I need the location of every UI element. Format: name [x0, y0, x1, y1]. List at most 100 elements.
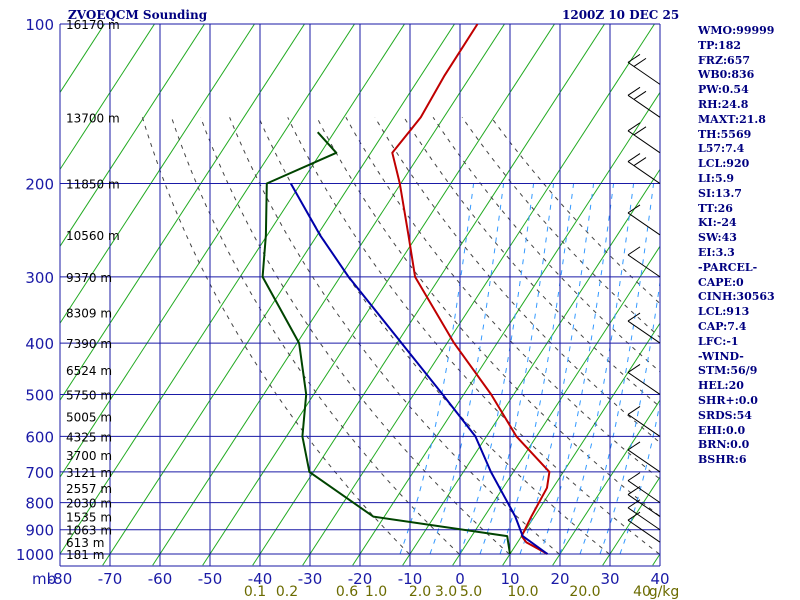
- height-label: 1063 m: [66, 524, 112, 538]
- x-tick-label: -50: [198, 570, 223, 588]
- wind-barb: [627, 406, 661, 437]
- stat-item: BRN:0.0: [698, 438, 750, 452]
- temperature-line: [391, 24, 551, 555]
- wind-barb: [627, 312, 661, 344]
- x-tick-label: 30: [600, 570, 619, 588]
- x-tick-label: -40: [248, 570, 273, 588]
- stat-item: TT:26: [698, 201, 733, 215]
- stat-item: SW:43: [698, 231, 737, 245]
- x-tick-label: -10: [398, 570, 423, 588]
- stat-item: CAP:7.4: [698, 319, 747, 333]
- dry-adiabat: [374, 117, 660, 444]
- stat-item: SRDS:54: [698, 408, 752, 422]
- height-label: 11850 m: [66, 178, 120, 192]
- isotherm-line: [502, 322, 660, 566]
- wind-barb: [627, 441, 661, 473]
- isotherm-line: [60, 24, 206, 248]
- isotherm-line: [552, 399, 660, 566]
- isotherm-line: [152, 24, 506, 566]
- stat-item: -PARCEL-: [698, 260, 758, 274]
- stat-item: WMO:99999: [698, 24, 775, 37]
- isotherm-line: [60, 24, 256, 325]
- wind-barb: [627, 364, 661, 395]
- height-label: 8309 m: [66, 306, 112, 320]
- stat-item: RH:24.8: [698, 97, 749, 111]
- stat-item: FRZ:657: [698, 53, 751, 67]
- stat-item: L57:7.4: [698, 142, 745, 156]
- wind-barb: [627, 499, 661, 531]
- height-label: 2557 m: [66, 482, 112, 496]
- height-label: 10560 m: [66, 229, 120, 243]
- y-tick-label: 1000: [16, 546, 54, 564]
- height-label: 181 m: [66, 548, 104, 562]
- stat-item: CINH:30563: [698, 290, 775, 304]
- height-label: 3700 m: [66, 449, 112, 463]
- height-label: 6524 m: [66, 364, 112, 378]
- wind-barb: [627, 204, 661, 236]
- isotherm-line: [60, 24, 406, 555]
- dry-adiabat: [229, 117, 560, 555]
- height-label: 13700 m: [66, 111, 120, 125]
- stat-item: LCL:920: [698, 157, 750, 171]
- isotherm-line: [402, 168, 660, 566]
- y-tick-label: 700: [25, 464, 54, 482]
- stat-item: PW:0.54: [698, 83, 749, 97]
- stat-item: KI:-24: [698, 216, 737, 230]
- isotherm-line: [60, 24, 156, 171]
- mixing-ratio-label: 3.0: [435, 584, 457, 600]
- stat-item: STM:56/9: [698, 364, 758, 378]
- x-tick-label: -80: [48, 570, 73, 588]
- mixing-ratio-label: 1.0: [365, 584, 387, 600]
- x-tick-label: 0: [455, 570, 465, 588]
- y-tick-label: 600: [25, 428, 54, 446]
- x-tick-label: -20: [348, 570, 373, 588]
- height-label: 16170 m: [66, 18, 120, 32]
- dry-adiabat: [200, 117, 510, 555]
- stat-item: EI:3.3: [698, 245, 735, 259]
- mixing-ratio-label: 0.2: [276, 584, 298, 600]
- stat-item: SHR+:0.0: [698, 393, 758, 407]
- mixing-ratio-label: 10.0: [507, 584, 538, 600]
- isotherm-line: [202, 24, 556, 566]
- mixing-ratio-label: 0.1: [244, 584, 266, 600]
- isotherm-line: [352, 91, 660, 566]
- dewpoint-line: [261, 131, 511, 555]
- isotherm-line: [252, 24, 606, 566]
- stat-item: -WIND-: [698, 349, 744, 363]
- stat-item: SI:13.7: [698, 186, 742, 200]
- wind-barb: [627, 122, 661, 154]
- wind-barb: [627, 246, 661, 278]
- stat-item: CAPE:0: [698, 275, 744, 289]
- height-label: 9370 m: [66, 271, 112, 285]
- wind-barb: [627, 153, 661, 184]
- isotherm-line: [60, 24, 356, 478]
- stat-item: TP:182: [698, 38, 742, 52]
- stat-item: BSHR:6: [698, 453, 747, 467]
- x-tick-label: 10: [500, 570, 519, 588]
- stat-item: HEL:20: [698, 379, 744, 393]
- isotherm-line: [452, 245, 660, 566]
- x-tick-label: -60: [148, 570, 173, 588]
- dry-adiabat: [403, 117, 660, 408]
- isotherm-line: [60, 24, 306, 402]
- x-tick-label: -30: [298, 570, 323, 588]
- wind-barb: [627, 86, 661, 118]
- stat-item: LI:5.9: [698, 171, 735, 185]
- height-label: 4325 m: [66, 430, 112, 444]
- chart-time: 1200Z 10 DEC 25: [562, 8, 680, 22]
- height-label: 7390 m: [66, 337, 112, 351]
- stat-item: TH:5569: [698, 127, 752, 141]
- isotherm-line: [302, 24, 656, 566]
- mixing-ratio-label: 2.0: [409, 584, 431, 600]
- height-label: 2030 m: [66, 497, 112, 511]
- stat-item: LFC:-1: [698, 334, 739, 348]
- dry-adiabat: [141, 117, 410, 555]
- x-tick-label: 40: [650, 570, 669, 588]
- mixing-ratio-label: 0.6: [336, 584, 358, 600]
- y-tick-label: 200: [25, 176, 54, 194]
- height-label: 3121 m: [66, 466, 112, 480]
- chart-title: ZVOEQCM Sounding: [68, 8, 208, 22]
- x-tick-label: -70: [98, 570, 123, 588]
- height-label: 5005 m: [66, 410, 112, 424]
